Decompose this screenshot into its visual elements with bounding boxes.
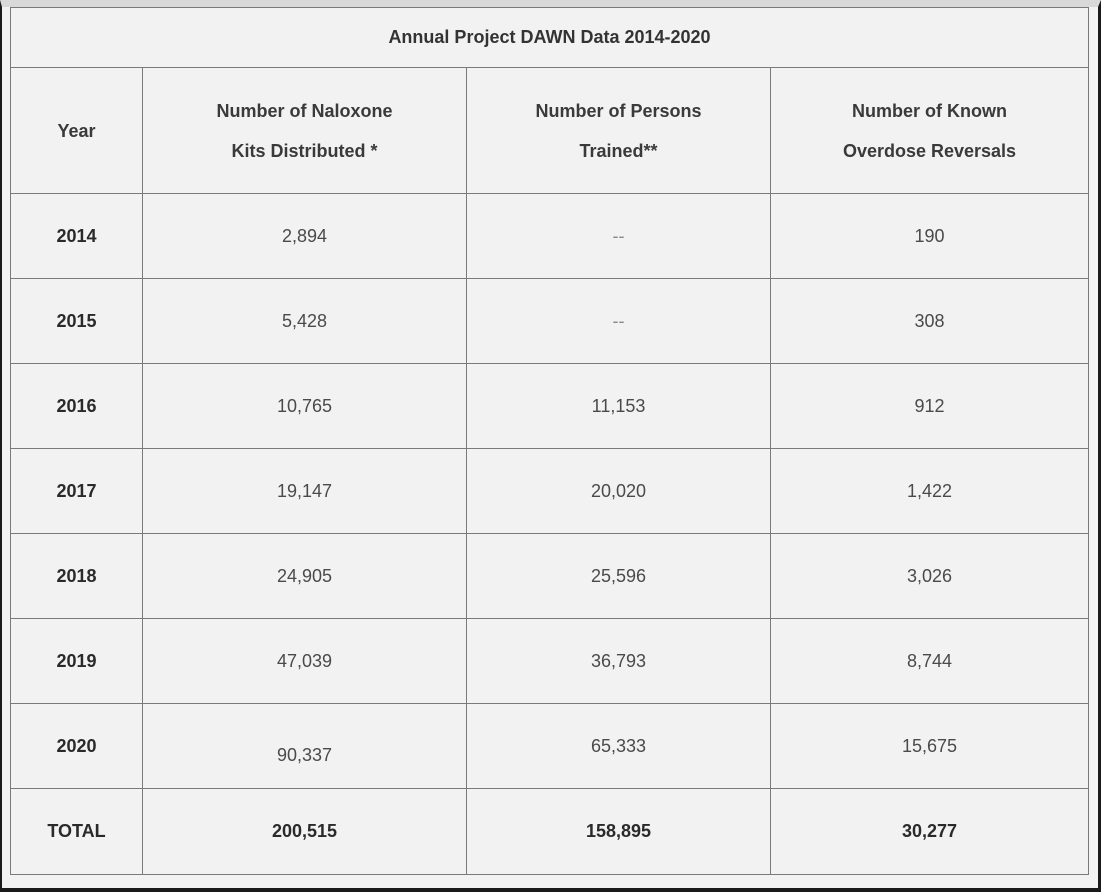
year-cell: 2017 <box>10 448 143 534</box>
reversals-cell: 190 <box>770 193 1089 279</box>
header-trained-line2: Trained** <box>579 140 658 161</box>
trained-cell: -- <box>466 278 771 364</box>
header-kits-line1: Number of Naloxone <box>216 100 393 121</box>
year-cell: 2016 <box>10 363 143 449</box>
year-cell: 2019 <box>10 618 143 704</box>
table-row: 2018 24,905 25,596 3,026 <box>10 533 1089 619</box>
header-year: Year <box>10 67 143 194</box>
kits-cell: 5,428 <box>142 278 467 364</box>
header-reversals: Number of Known Overdose Reversals <box>770 67 1089 194</box>
title-row: Annual Project DAWN Data 2014-2020 <box>10 7 1089 68</box>
trained-cell: 20,020 <box>466 448 771 534</box>
kits-cell: 90,337 <box>142 703 467 789</box>
trained-cell: 11,153 <box>466 363 771 449</box>
trained-cell: -- <box>466 193 771 279</box>
total-label: TOTAL <box>10 788 143 875</box>
kits-cell: 19,147 <box>142 448 467 534</box>
header-trained-line1: Number of Persons <box>535 100 702 121</box>
total-kits: 200,515 <box>142 788 467 875</box>
trained-cell: 25,596 <box>466 533 771 619</box>
table-row: 2016 10,765 11,153 912 <box>10 363 1089 449</box>
total-row: TOTAL 200,515 158,895 30,277 <box>10 788 1089 875</box>
year-cell: 2015 <box>10 278 143 364</box>
reversals-cell: 8,744 <box>770 618 1089 704</box>
trained-cell: 36,793 <box>466 618 771 704</box>
reversals-cell: 15,675 <box>770 703 1089 789</box>
reversals-cell: 308 <box>770 278 1089 364</box>
table-title: Annual Project DAWN Data 2014-2020 <box>10 7 1089 68</box>
kits-cell: 47,039 <box>142 618 467 704</box>
kits-cell: 2,894 <box>142 193 467 279</box>
reversals-cell: 1,422 <box>770 448 1089 534</box>
header-reversals-line1: Number of Known <box>852 100 1007 121</box>
data-table: Annual Project DAWN Data 2014-2020 Year … <box>10 7 1089 875</box>
table-row: 2014 2,894 -- 190 <box>10 193 1089 279</box>
reversals-cell: 3,026 <box>770 533 1089 619</box>
header-kits: Number of Naloxone Kits Distributed * <box>142 67 467 194</box>
reversals-cell: 912 <box>770 363 1089 449</box>
table-row: 2017 19,147 20,020 1,422 <box>10 448 1089 534</box>
kits-cell: 24,905 <box>142 533 467 619</box>
trained-cell: 65,333 <box>466 703 771 789</box>
table-row: 2015 5,428 -- 308 <box>10 278 1089 364</box>
table-row: 2019 47,039 36,793 8,744 <box>10 618 1089 704</box>
total-trained: 158,895 <box>466 788 771 875</box>
header-kits-line2: Kits Distributed * <box>231 140 378 161</box>
header-reversals-line2: Overdose Reversals <box>842 140 1017 161</box>
year-cell: 2018 <box>10 533 143 619</box>
header-trained: Number of Persons Trained** <box>466 67 771 194</box>
header-row: Year Number of Naloxone Kits Distributed… <box>10 67 1089 194</box>
total-reversals: 30,277 <box>770 788 1089 875</box>
year-cell: 2014 <box>10 193 143 279</box>
kits-cell: 10,765 <box>142 363 467 449</box>
table-row: 2020 90,337 65,333 15,675 <box>10 703 1089 789</box>
year-cell: 2020 <box>10 703 143 789</box>
